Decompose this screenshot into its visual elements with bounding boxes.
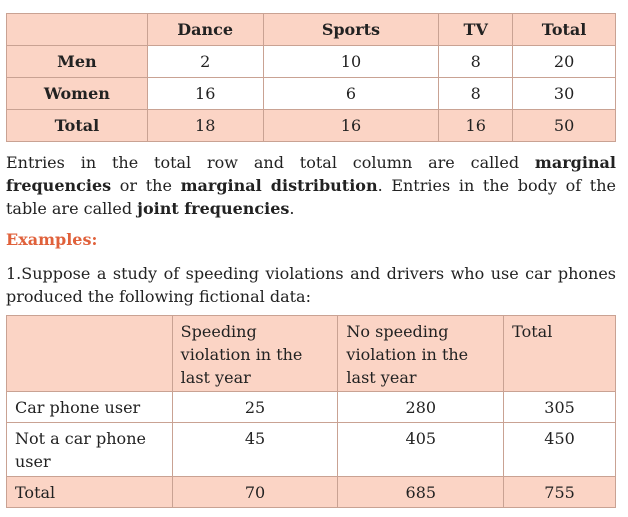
table-row: Women 16 6 8 30 — [6, 77, 616, 110]
row-header-women: Women — [6, 77, 148, 110]
table-corner-cell — [6, 315, 173, 392]
table-cell: 450 — [503, 422, 616, 477]
table-corner-cell — [6, 13, 148, 46]
term-joint-frequencies: joint frequencies — [137, 199, 290, 218]
table-row: Total 70 685 755 — [6, 476, 616, 508]
column-header-total: Total — [512, 13, 616, 46]
frequency-table-activities: Dance Sports TV Total Men 2 10 8 20 Wome… — [6, 13, 616, 142]
table-row: Not a car phone user 45 405 450 — [6, 422, 616, 477]
table-cell: 685 — [337, 476, 505, 508]
column-header-total: Total — [503, 315, 616, 392]
table-header-row: Speeding violation in the last year No s… — [6, 315, 616, 392]
row-header-total: Total — [6, 476, 173, 508]
row-header-not-car-phone-user: Not a car phone user — [6, 422, 173, 477]
table-cell: 16 — [262, 109, 440, 142]
row-header-total: Total — [6, 109, 148, 142]
table-cell: 8 — [438, 77, 514, 110]
table-cell: 20 — [512, 45, 616, 78]
table-row: Total 18 16 16 50 — [6, 109, 616, 142]
paragraph-text: . — [289, 199, 295, 218]
column-header-no-speeding-violation: No speeding violation in the last year — [337, 315, 505, 392]
table-cell: 6 — [262, 77, 440, 110]
examples-heading: Examples: — [6, 230, 98, 249]
table-cell: 18 — [146, 109, 264, 142]
table-header-row: Dance Sports TV Total — [6, 13, 616, 46]
table-cell: 25 — [171, 391, 339, 423]
example-intro-paragraph: 1.Suppose a study of speeding violations… — [6, 264, 616, 306]
table-cell: 280 — [337, 391, 505, 423]
paragraph-text: . Entries in the body of the table are c… — [6, 176, 616, 218]
speeding-violation-table: Speeding violation in the last year No s… — [6, 315, 616, 508]
table-cell: 8 — [438, 45, 514, 78]
row-header-men: Men — [6, 45, 148, 78]
table-cell: 755 — [503, 476, 616, 508]
column-header-tv: TV — [438, 13, 514, 46]
table-cell: 16 — [146, 77, 264, 110]
table-cell: 45 — [171, 422, 339, 477]
table-row: Men 2 10 8 20 — [6, 45, 616, 78]
row-header-car-phone-user: Car phone user — [6, 391, 173, 423]
table-cell: 305 — [503, 391, 616, 423]
table-cell: 405 — [337, 422, 505, 477]
table-cell: 70 — [171, 476, 339, 508]
table-cell: 2 — [146, 45, 264, 78]
column-header-dance: Dance — [146, 13, 264, 46]
marginal-frequency-paragraph: Entries in the total row and total colum… — [6, 151, 616, 220]
paragraph-text: Entries in the total row and total colum… — [6, 153, 535, 172]
table-cell: 16 — [438, 109, 514, 142]
table-cell: 30 — [512, 77, 616, 110]
term-marginal-frequencies: marginal frequencies — [6, 153, 616, 195]
table-cell: 50 — [512, 109, 616, 142]
column-header-sports: Sports — [262, 13, 440, 46]
column-header-speeding-violation: Speeding violation in the last year — [171, 315, 339, 392]
table-row: Car phone user 25 280 305 — [6, 391, 616, 423]
term-marginal-distribution: marginal distribution — [180, 176, 378, 195]
table-cell: 10 — [262, 45, 440, 78]
paragraph-text: or the — [111, 176, 181, 195]
